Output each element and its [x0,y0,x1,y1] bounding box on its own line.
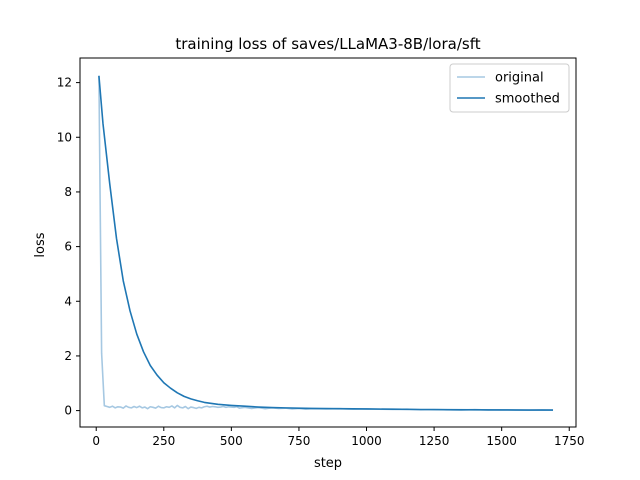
series-line-smoothed [98,75,554,411]
x-tick-label: 250 [152,434,175,448]
legend-label-original: original [495,71,544,86]
y-axis-label: loss [33,232,48,257]
y-tick-label: 6 [64,240,72,254]
y-tick-label: 2 [64,349,72,363]
x-tick-label: 1750 [554,434,585,448]
x-tick-label: 750 [287,434,310,448]
x-axis-ticks: 0 250 500 750 1000 1250 1500 1750 [92,427,585,448]
x-tick-label: 1000 [351,434,382,448]
y-tick-label: 10 [57,130,72,144]
y-tick-label: 4 [64,294,72,308]
x-tick-label: 1500 [486,434,517,448]
plot-background [80,58,576,427]
axes-frame [79,57,577,428]
legend-box [449,63,570,113]
legend-label-smoothed: smoothed [495,92,560,107]
x-axis-label: step [314,456,342,471]
legend: original smoothed [449,63,570,113]
x-tick-label: 500 [220,434,243,448]
plot-area [79,57,577,428]
y-tick-label: 12 [57,76,72,90]
y-tick-label: 0 [64,404,72,418]
x-tick-label: 1250 [419,434,450,448]
x-tick-label: 0 [92,434,100,448]
y-tick-label: 8 [64,185,72,199]
y-axis-ticks: 0 2 4 6 8 10 12 [57,76,80,418]
chart-title: training loss of saves/LLaMA3-8B/lora/sf… [175,35,480,53]
